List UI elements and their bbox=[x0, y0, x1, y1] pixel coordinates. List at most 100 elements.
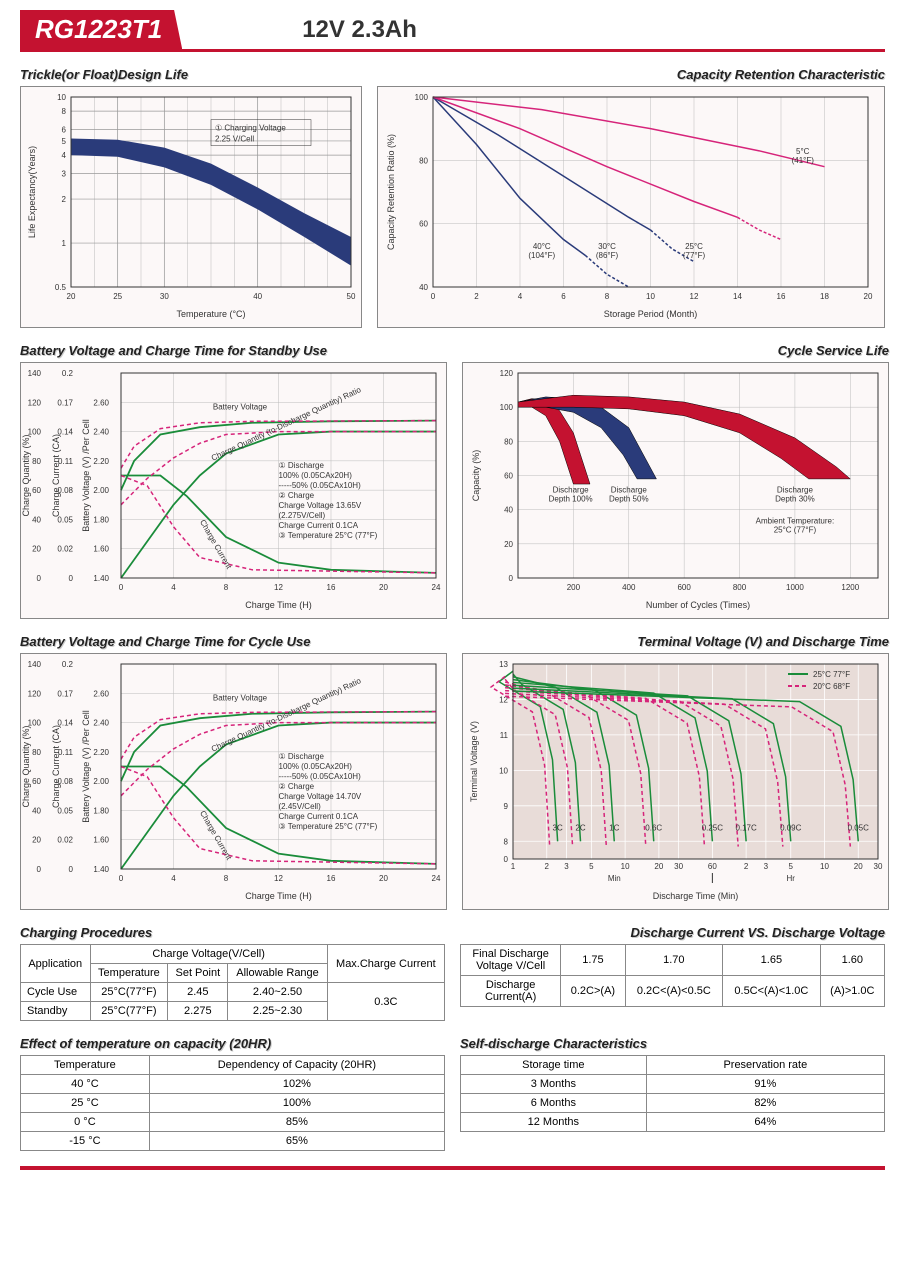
svg-text:2C: 2C bbox=[575, 824, 585, 833]
svg-text:① Charging Voltage: ① Charging Voltage bbox=[215, 124, 286, 133]
svg-text:140: 140 bbox=[28, 369, 42, 378]
svg-text:Discharge Time (Min): Discharge Time (Min) bbox=[653, 891, 739, 901]
svg-text:20: 20 bbox=[32, 545, 41, 554]
cyclecharge-chart: 04812162024001.40200.021.60400.051.80600… bbox=[20, 653, 447, 910]
svg-text:12: 12 bbox=[690, 292, 699, 301]
selfdis-title: Self-discharge Characteristics bbox=[460, 1036, 885, 1051]
svg-text:0: 0 bbox=[119, 874, 124, 883]
svg-text:Temperature (°C): Temperature (°C) bbox=[176, 309, 245, 319]
svg-text:10: 10 bbox=[621, 862, 630, 871]
svg-text:Capacity (%): Capacity (%) bbox=[471, 450, 481, 502]
svg-text:② Charge: ② Charge bbox=[279, 491, 315, 500]
tempeff-table: TemperatureDependency of Capacity (20HR)… bbox=[20, 1055, 445, 1151]
svg-text:600: 600 bbox=[677, 583, 691, 592]
svg-text:20: 20 bbox=[854, 862, 863, 871]
svg-text:0.09C: 0.09C bbox=[780, 824, 802, 833]
svg-text:1: 1 bbox=[511, 862, 516, 871]
svg-text:0.17: 0.17 bbox=[57, 689, 73, 698]
svg-text:40: 40 bbox=[419, 283, 428, 292]
svg-text:1.60: 1.60 bbox=[93, 545, 109, 554]
svg-text:Charge Current (CA): Charge Current (CA) bbox=[51, 434, 61, 517]
svg-text:Hr: Hr bbox=[787, 874, 796, 883]
svg-text:1200: 1200 bbox=[841, 583, 859, 592]
svg-text:③ Temperature 25°C (77°F): ③ Temperature 25°C (77°F) bbox=[279, 531, 378, 540]
svg-text:0: 0 bbox=[37, 574, 42, 583]
svg-text:-----50% (0.05CAx10H): -----50% (0.05CAx10H) bbox=[279, 481, 362, 490]
svg-text:1C: 1C bbox=[609, 824, 619, 833]
svg-text:40: 40 bbox=[253, 292, 262, 301]
svg-text:2: 2 bbox=[744, 862, 749, 871]
svg-text:4: 4 bbox=[171, 874, 176, 883]
svg-text:① Discharge: ① Discharge bbox=[279, 461, 325, 470]
svg-text:40: 40 bbox=[32, 806, 41, 815]
svg-text:0.05C: 0.05C bbox=[848, 824, 870, 833]
svg-text:1: 1 bbox=[62, 239, 67, 248]
svg-text:8: 8 bbox=[224, 583, 229, 592]
cyclelife-chart: 20040060080010001200020406080100120Disch… bbox=[462, 362, 889, 619]
footer-bar bbox=[20, 1166, 885, 1170]
svg-text:Depth 50%: Depth 50% bbox=[609, 495, 649, 504]
svg-text:140: 140 bbox=[28, 660, 42, 669]
svg-text:Charge Quantity (%): Charge Quantity (%) bbox=[21, 725, 31, 807]
svg-text:3: 3 bbox=[564, 862, 569, 871]
svg-text:100% (0.05CAx20H): 100% (0.05CAx20H) bbox=[279, 762, 353, 771]
svg-text:20: 20 bbox=[67, 292, 76, 301]
svg-text:5°C: 5°C bbox=[796, 147, 810, 156]
svg-text:60: 60 bbox=[32, 777, 41, 786]
svg-text:3: 3 bbox=[62, 169, 67, 178]
svg-text:Min: Min bbox=[608, 874, 621, 883]
svg-text:20: 20 bbox=[379, 874, 388, 883]
svg-text:Capacity Retention Ratio (%): Capacity Retention Ratio (%) bbox=[386, 134, 396, 250]
svg-text:(2.45V/Cell): (2.45V/Cell) bbox=[279, 802, 322, 811]
terminal-chart: 891011121303C2C1C0.6C0.25C0.17C0.09C0.05… bbox=[462, 653, 889, 910]
svg-text:8: 8 bbox=[504, 837, 509, 846]
svg-text:10: 10 bbox=[820, 862, 829, 871]
svg-text:40°C: 40°C bbox=[533, 242, 551, 251]
svg-text:60: 60 bbox=[504, 472, 513, 481]
svg-text:0: 0 bbox=[69, 574, 74, 583]
standby-title: Battery Voltage and Charge Time for Stan… bbox=[20, 343, 447, 358]
svg-text:2.60: 2.60 bbox=[93, 398, 109, 407]
svg-text:5: 5 bbox=[62, 137, 67, 146]
svg-text:(77°F): (77°F) bbox=[683, 251, 706, 260]
spec-label: 12V 2.3Ah bbox=[302, 16, 417, 44]
svg-text:30: 30 bbox=[674, 862, 683, 871]
svg-text:18: 18 bbox=[820, 292, 829, 301]
svg-text:6: 6 bbox=[62, 125, 67, 134]
svg-text:80: 80 bbox=[504, 437, 513, 446]
svg-text:(86°F): (86°F) bbox=[596, 251, 619, 260]
discharge-vv-table: Final DischargeVoltage V/Cell1.751.701.6… bbox=[460, 944, 885, 1007]
svg-text:0.17C: 0.17C bbox=[735, 824, 757, 833]
svg-text:60: 60 bbox=[32, 486, 41, 495]
selfdis-table: Storage timePreservation rate3 Months91%… bbox=[460, 1055, 885, 1132]
svg-text:2.60: 2.60 bbox=[93, 689, 109, 698]
svg-text:5: 5 bbox=[789, 862, 794, 871]
svg-text:13: 13 bbox=[499, 660, 508, 669]
svg-text:2: 2 bbox=[62, 195, 67, 204]
svg-text:4: 4 bbox=[518, 292, 523, 301]
svg-text:20: 20 bbox=[379, 583, 388, 592]
svg-text:80: 80 bbox=[419, 156, 428, 165]
svg-text:0.6C: 0.6C bbox=[645, 824, 662, 833]
svg-text:1.40: 1.40 bbox=[93, 865, 109, 874]
svg-text:11: 11 bbox=[500, 731, 509, 740]
svg-text:20: 20 bbox=[504, 540, 513, 549]
svg-text:5: 5 bbox=[589, 862, 594, 871]
svg-text:40: 40 bbox=[32, 515, 41, 524]
svg-text:16: 16 bbox=[327, 583, 336, 592]
svg-text:0.2: 0.2 bbox=[62, 660, 74, 669]
svg-text:0: 0 bbox=[509, 574, 514, 583]
svg-text:1000: 1000 bbox=[786, 583, 804, 592]
svg-text:30: 30 bbox=[160, 292, 169, 301]
svg-text:3C: 3C bbox=[553, 824, 563, 833]
svg-text:8: 8 bbox=[605, 292, 610, 301]
svg-text:0: 0 bbox=[504, 855, 509, 864]
svg-text:1.80: 1.80 bbox=[93, 806, 109, 815]
svg-text:0.5: 0.5 bbox=[55, 283, 67, 292]
svg-text:2.25 V/Cell: 2.25 V/Cell bbox=[215, 135, 254, 144]
svg-text:24: 24 bbox=[432, 583, 441, 592]
svg-text:-----50% (0.05CAx10H): -----50% (0.05CAx10H) bbox=[279, 772, 362, 781]
cyclecharge-title: Battery Voltage and Charge Time for Cycl… bbox=[20, 634, 447, 649]
svg-text:Discharge: Discharge bbox=[553, 486, 590, 495]
retention-title: Capacity Retention Characteristic bbox=[377, 67, 885, 82]
